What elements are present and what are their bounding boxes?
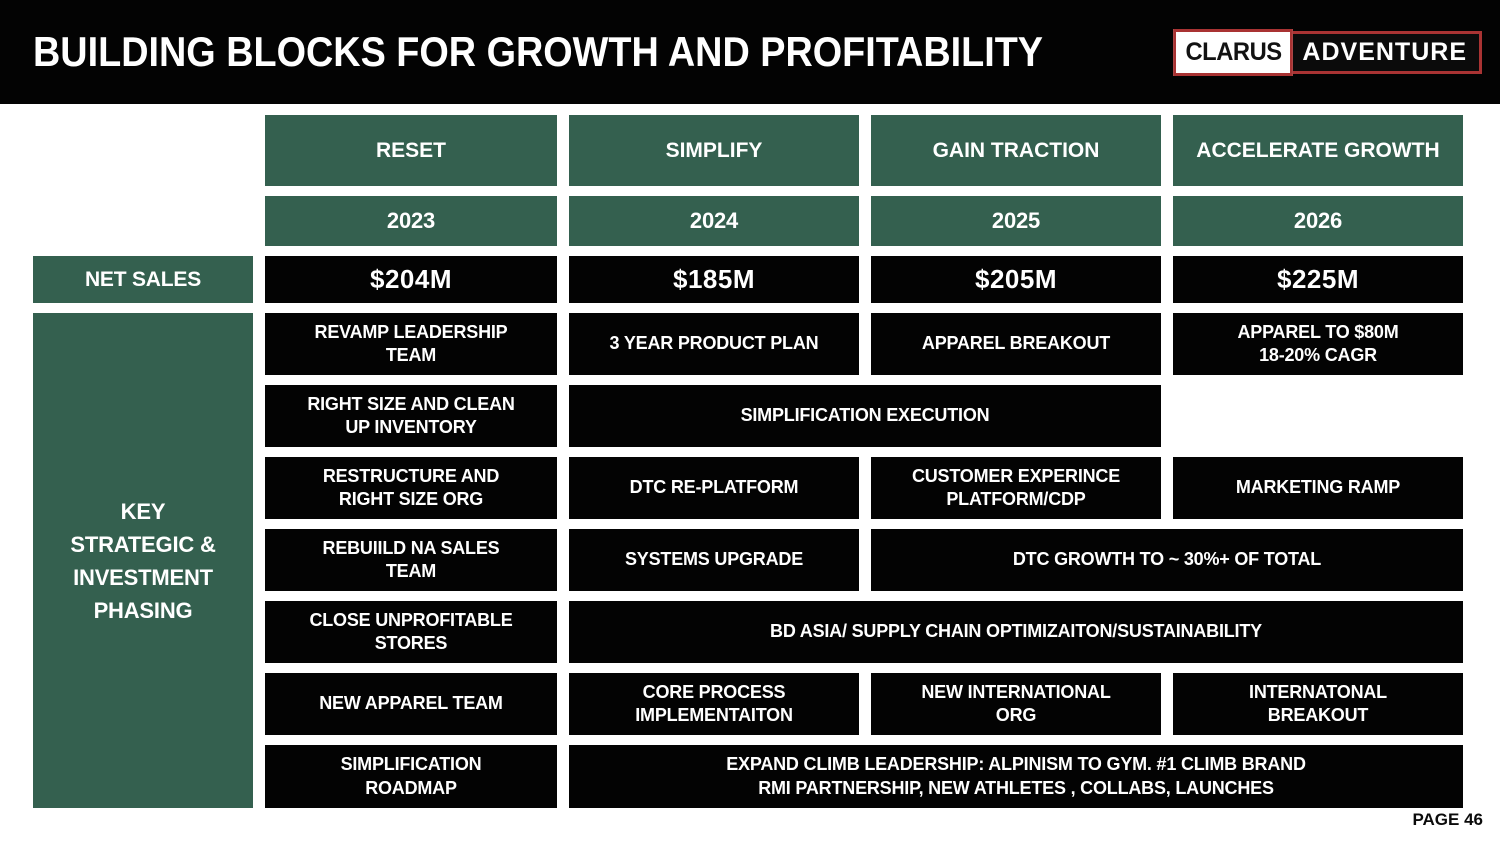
clarus-adventure-logo: CLARUS ADVENTURE <box>1170 28 1482 76</box>
phase-header-gain-traction: GAIN TRACTION <box>871 115 1161 186</box>
initiative-core-process-implementation: CORE PROCESS IMPLEMENTAITON <box>569 673 859 735</box>
page-number: PAGE 46 <box>1412 810 1483 829</box>
strategy-grid: RESET SIMPLIFY GAIN TRACTION ACCELERATE … <box>33 115 1463 808</box>
initiative-right-size-clean-up-inventory: RIGHT SIZE AND CLEAN UP INVENTORY <box>265 385 557 447</box>
initiative-3-year-product-plan: 3 YEAR PRODUCT PLAN <box>569 313 859 375</box>
initiative-close-unprofitable-stores: CLOSE UNPROFITABLE STORES <box>265 601 557 663</box>
initiative-dtc-re-platform: DTC RE-PLATFORM <box>569 457 859 519</box>
key-strategic-investment-phasing-label: KEY STRATEGIC & INVESTMENT PHASING <box>33 313 253 808</box>
initiative-rebuild-na-sales-team: REBUIILD NA SALES TEAM <box>265 529 557 591</box>
net-sales-2023: $204M <box>265 256 557 303</box>
net-sales-row-label: NET SALES <box>33 256 253 303</box>
initiative-customer-experience-platform-cdp: CUSTOMER EXPERINCE PLATFORM/CDP <box>871 457 1161 519</box>
year-2024: 2024 <box>569 196 859 246</box>
header-bar: BUILDING BLOCKS FOR GROWTH AND PROFITABI… <box>0 0 1500 104</box>
logo-adventure-wordmark: ADVENTURE <box>1293 30 1482 74</box>
year-2023: 2023 <box>265 196 557 246</box>
initiative-dtc-growth-30-pct-of-total: DTC GROWTH TO ~ 30%+ OF TOTAL <box>871 529 1463 591</box>
initiative-apparel-to-80m-cagr: APPAREL TO $80M 18-20% CAGR <box>1173 313 1463 375</box>
initiative-new-apparel-team: NEW APPAREL TEAM <box>265 673 557 735</box>
initiative-international-breakout: INTERNATONAL BREAKOUT <box>1173 673 1463 735</box>
net-sales-2026: $225M <box>1173 256 1463 303</box>
year-2026: 2026 <box>1173 196 1463 246</box>
year-2025: 2025 <box>871 196 1161 246</box>
initiative-systems-upgrade: SYSTEMS UPGRADE <box>569 529 859 591</box>
initiative-bd-asia-supply-chain-sustainability: BD ASIA/ SUPPLY CHAIN OPTIMIZAITON/SUSTA… <box>569 601 1463 663</box>
initiative-simplification-roadmap: SIMPLIFICATION ROADMAP <box>265 745 557 808</box>
initiative-expand-climb-leadership: EXPAND CLIMB LEADERSHIP: ALPINISM TO GYM… <box>569 745 1463 808</box>
phase-header-reset: RESET <box>265 115 557 186</box>
page-title: BUILDING BLOCKS FOR GROWTH AND PROFITABI… <box>33 28 1155 76</box>
initiative-apparel-breakout: APPAREL BREAKOUT <box>871 313 1161 375</box>
initiative-marketing-ramp: MARKETING RAMP <box>1173 457 1463 519</box>
initiative-revamp-leadership-team: REVAMP LEADERSHIP TEAM <box>265 313 557 375</box>
net-sales-2024: $185M <box>569 256 859 303</box>
logo-clarus-mark: CLARUS <box>1173 28 1294 76</box>
initiative-new-international-org: NEW INTERNATIONAL ORG <box>871 673 1161 735</box>
page-title-text: BUILDING BLOCKS FOR GROWTH AND PROFITABI… <box>33 28 1044 75</box>
phase-header-accelerate-growth: ACCELERATE GROWTH <box>1173 115 1463 186</box>
phase-header-simplify: SIMPLIFY <box>569 115 859 186</box>
initiative-simplification-execution: SIMPLIFICATION EXECUTION <box>569 385 1161 447</box>
initiative-restructure-right-size-org: RESTRUCTURE AND RIGHT SIZE ORG <box>265 457 557 519</box>
net-sales-2025: $205M <box>871 256 1161 303</box>
